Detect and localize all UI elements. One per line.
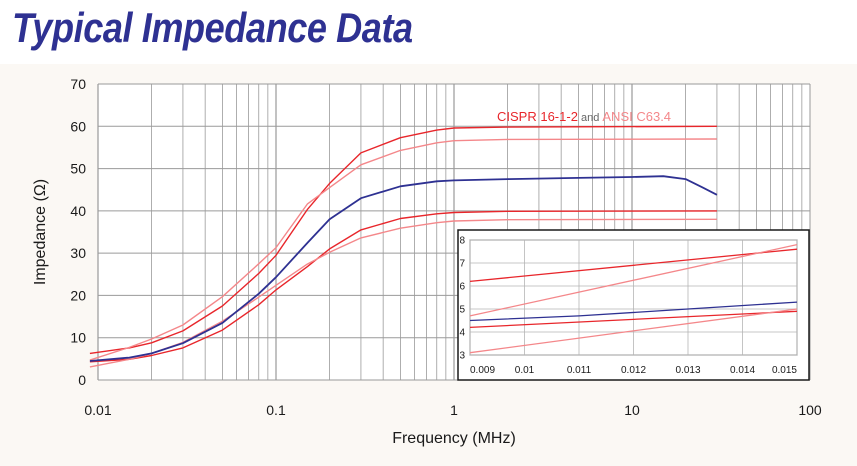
x-tick-label: 1 (450, 402, 458, 418)
y-tick-label: 60 (70, 118, 86, 134)
y-tick-label: 40 (70, 203, 86, 219)
inset-y-tick-label: 4 (459, 328, 465, 339)
x-tick-label: 0.1 (266, 402, 286, 418)
series-line-measured (89, 175, 718, 362)
inset-x-tick-label: 0.01 (515, 365, 535, 376)
y-tick-label: 70 (70, 76, 86, 92)
legend-entry: and (578, 112, 602, 124)
inset-y-tick-label: 6 (459, 282, 465, 293)
inset-x-tick-label: 0.011 (567, 365, 592, 376)
inset-y-tick-label: 3 (459, 351, 465, 362)
x-tick-label: 0.01 (84, 402, 111, 418)
x-tick-label: 10 (624, 402, 640, 418)
legend-entry: ANSI C63.4 (602, 109, 671, 124)
inset-x-tick-label: 0.012 (621, 365, 646, 376)
inset-y-tick-label: 5 (459, 305, 465, 316)
inset-x-tick-label: 0.014 (730, 365, 755, 376)
inset-series-line-cispr (469, 248, 798, 283)
inset-grid (469, 239, 798, 356)
legend: CISPR 16-1-2 and ANSI C63.4 (497, 109, 671, 124)
y-tick-label: 10 (70, 330, 86, 346)
x-tick-label: 100 (798, 402, 822, 418)
inset-series-line-cispr (469, 310, 798, 329)
y-tick-label: 0 (78, 372, 86, 388)
inset-series-line-ansi (469, 243, 798, 317)
y-tick-label: 30 (70, 245, 86, 261)
legend-entry: CISPR 16-1-2 (497, 109, 578, 124)
y-axis-label: Impedance (Ω) (32, 179, 49, 285)
inset-x-tick-label: 0.013 (675, 365, 700, 376)
y-tick-label: 50 (70, 161, 86, 177)
page-title: Typical Impedance Data (12, 4, 413, 51)
inset-y-tick-label: 7 (459, 259, 465, 270)
series-line-cispr (89, 125, 717, 355)
x-axis-label: Frequency (MHz) (392, 430, 516, 447)
inset-series-line-measured (469, 301, 798, 322)
series-line-ansi (89, 138, 717, 361)
series-line-cispr (89, 210, 717, 363)
inset-y-tick-label: 8 (459, 236, 465, 247)
inset-x-tick-label: 0.009 (470, 365, 495, 376)
inset-series-line-ansi (469, 308, 798, 354)
inset-x-tick-label: 0.015 (772, 365, 797, 376)
y-tick-label: 20 (70, 287, 86, 303)
